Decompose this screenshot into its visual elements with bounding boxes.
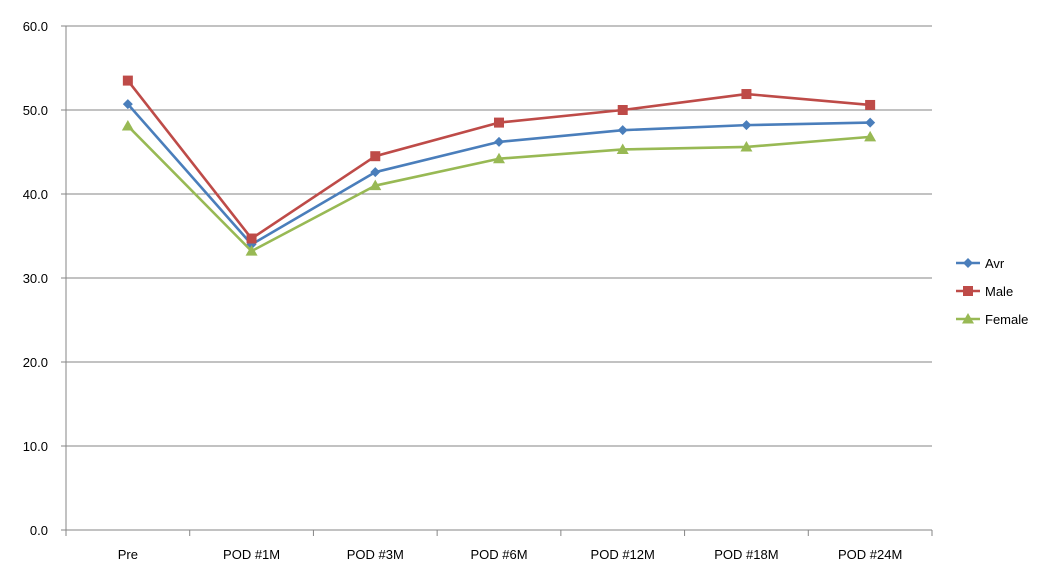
x-tick-label: POD #3M — [347, 547, 404, 562]
data-point-male — [617, 105, 628, 115]
legend: Avr Male Female — [956, 256, 1028, 327]
y-tick-label: 10.0 — [23, 439, 48, 454]
legend-item-avr: Avr — [956, 256, 1005, 271]
axes — [61, 25, 933, 536]
data-point-female — [121, 119, 134, 131]
data-point-female — [245, 245, 258, 256]
legend-label: Male — [985, 284, 1013, 299]
data-point-avr — [370, 167, 381, 178]
legend-label: Avr — [985, 256, 1005, 271]
x-tick-label: POD #12M — [591, 547, 655, 562]
y-tick-label: 60.0 — [23, 19, 48, 34]
legend-swatch-marker — [963, 286, 973, 296]
series-group — [121, 75, 877, 256]
y-tick-label: 20.0 — [23, 355, 48, 370]
data-point-avr — [494, 136, 504, 147]
legend-swatch-marker — [962, 313, 974, 324]
data-point-male — [741, 89, 752, 100]
x-tick-label: POD #18M — [714, 547, 778, 562]
x-tick-label: POD #1M — [223, 547, 280, 562]
x-tick-label: POD #6M — [470, 547, 527, 562]
legend-item-male: Male — [956, 284, 1013, 299]
grid-lines — [66, 25, 932, 447]
x-tick-label: POD #24M — [838, 547, 902, 562]
data-point-avr — [617, 125, 628, 136]
series-male — [122, 75, 876, 244]
data-point-male — [122, 75, 133, 86]
data-point-avr — [865, 117, 876, 128]
x-tick-labels: Pre POD #1M POD #3M POD #6M POD #12M POD #18M… — [118, 547, 903, 562]
data-point-female — [864, 130, 877, 142]
data-point-female — [616, 143, 629, 154]
legend-item-female: Female — [956, 312, 1028, 327]
series-female — [121, 119, 877, 256]
data-point-female — [740, 140, 753, 152]
data-point-male — [494, 117, 504, 128]
data-point-male — [865, 99, 876, 110]
series-avr — [122, 99, 876, 250]
data-point-female — [369, 179, 382, 191]
data-point-female — [493, 152, 505, 164]
legend-swatch-marker — [963, 258, 973, 268]
y-tick-label: 0.0 — [30, 523, 48, 538]
data-point-avr — [122, 99, 133, 110]
data-point-male — [246, 233, 257, 244]
x-tick-label: Pre — [118, 547, 138, 562]
y-tick-label: 40.0 — [23, 187, 48, 202]
y-tick-labels: 0.0 10.0 20.0 30.0 40.0 50.0 60.0 — [23, 19, 48, 538]
data-point-avr — [741, 120, 752, 131]
y-tick-label: 50.0 — [23, 103, 48, 118]
data-point-male — [370, 151, 381, 162]
legend-label: Female — [985, 312, 1028, 327]
y-tick-label: 30.0 — [23, 271, 48, 286]
